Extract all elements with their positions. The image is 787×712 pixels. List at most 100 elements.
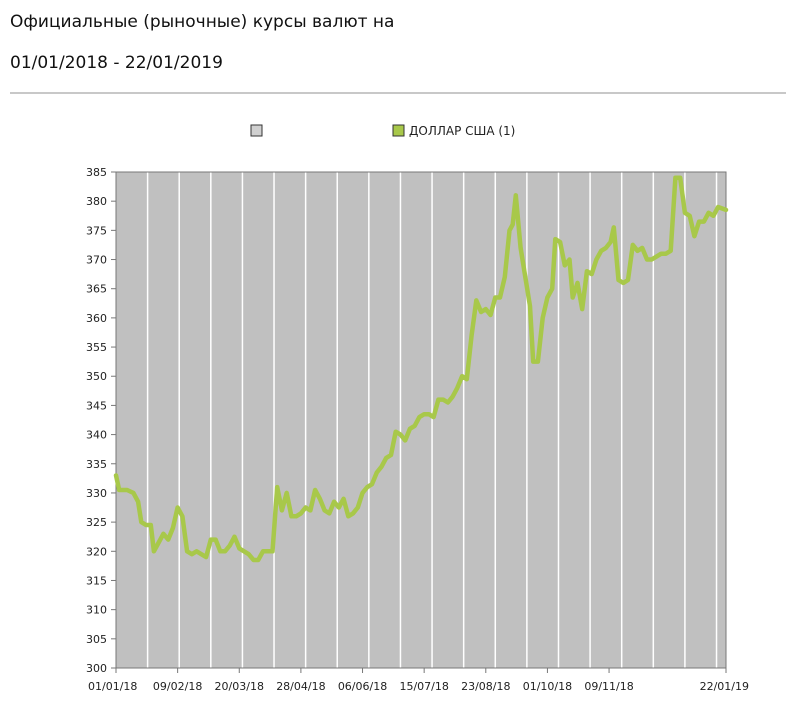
data-point	[541, 316, 545, 320]
x-tick-label: 22/01/19	[700, 680, 749, 693]
data-point	[688, 214, 692, 218]
data-point	[413, 424, 417, 428]
data-point	[289, 514, 293, 518]
data-point	[563, 263, 567, 267]
data-point	[149, 523, 153, 527]
data-point	[702, 220, 706, 224]
data-point	[567, 257, 572, 262]
y-tick-label: 310	[86, 604, 107, 617]
data-point	[724, 208, 728, 212]
plot-area	[116, 172, 726, 668]
x-tick-label: 06/06/18	[338, 680, 387, 693]
data-point	[604, 246, 608, 250]
data-point	[585, 269, 589, 273]
data-point	[669, 249, 673, 253]
y-tick-label: 305	[86, 633, 107, 646]
data-point	[342, 497, 346, 501]
data-point	[711, 214, 716, 218]
data-point	[152, 549, 156, 553]
data-point	[427, 412, 431, 416]
data-point	[337, 505, 341, 510]
data-point	[157, 540, 161, 545]
data-point	[275, 485, 279, 489]
data-point	[280, 508, 284, 512]
data-point	[550, 287, 554, 291]
data-point	[707, 211, 711, 215]
data-point	[171, 526, 175, 530]
data-point	[256, 558, 260, 562]
data-point	[528, 304, 532, 308]
data-point	[488, 313, 493, 317]
data-point	[673, 176, 678, 180]
data-point	[692, 234, 697, 238]
data-point	[285, 491, 289, 495]
data-point	[436, 398, 440, 402]
data-point	[635, 249, 640, 253]
data-point	[446, 400, 450, 405]
data-point	[455, 386, 459, 390]
data-point	[678, 176, 682, 180]
data-point	[441, 398, 445, 402]
data-point	[299, 511, 303, 515]
data-point	[403, 438, 407, 442]
x-tick-label: 01/10/18	[523, 680, 572, 693]
data-point	[575, 281, 580, 285]
y-tick-label: 385	[86, 166, 107, 179]
data-point	[218, 549, 222, 553]
y-tick-label: 375	[86, 224, 107, 237]
data-point	[621, 281, 625, 285]
y-tick-label: 335	[86, 458, 107, 471]
x-tick-label: 23/08/18	[461, 680, 510, 693]
data-point	[571, 295, 575, 300]
y-tick-label: 355	[86, 341, 107, 354]
date-range: 01/01/2018 - 22/01/2019	[10, 53, 223, 73]
data-point	[176, 505, 180, 510]
data-point	[125, 488, 129, 492]
data-point	[659, 252, 663, 256]
data-point	[389, 453, 393, 457]
x-tick-label: 09/11/18	[584, 680, 633, 693]
x-tick-label: 20/03/18	[215, 680, 264, 693]
data-point	[351, 511, 355, 515]
data-point	[318, 497, 322, 501]
data-point	[599, 249, 603, 253]
data-point	[346, 514, 350, 518]
y-tick-label: 380	[86, 195, 107, 208]
data-point	[180, 514, 184, 518]
data-point	[204, 555, 208, 559]
data-point	[327, 511, 331, 515]
data-point	[398, 433, 403, 437]
data-point	[313, 488, 317, 492]
data-point	[503, 275, 507, 279]
data-point	[214, 538, 218, 542]
legend-empty-swatch	[250, 124, 263, 137]
data-point	[645, 257, 649, 262]
data-point	[594, 257, 599, 262]
data-point	[609, 240, 613, 244]
data-point	[650, 257, 654, 262]
legend-label: ДОЛЛАР США (1)	[409, 124, 515, 138]
data-point	[199, 552, 203, 556]
data-point	[114, 473, 118, 477]
data-point	[460, 374, 464, 378]
data-point	[139, 520, 143, 524]
data-point	[379, 465, 384, 469]
data-point	[408, 427, 412, 431]
series-group	[113, 175, 729, 563]
data-point	[417, 415, 421, 419]
data-point	[166, 538, 170, 542]
y-tick-label: 325	[86, 516, 107, 529]
vertical-gridlines	[146, 172, 718, 668]
data-point	[117, 488, 121, 492]
y-tick-label: 320	[86, 545, 107, 558]
y-tick-label: 340	[86, 429, 107, 442]
data-point	[531, 360, 535, 364]
data-point	[356, 505, 360, 510]
data-point	[498, 295, 502, 300]
data-point	[432, 415, 436, 419]
legend: ДОЛЛАР США (1)	[250, 124, 515, 138]
data-point	[370, 482, 374, 486]
data-point	[697, 220, 701, 224]
data-point	[451, 395, 455, 399]
